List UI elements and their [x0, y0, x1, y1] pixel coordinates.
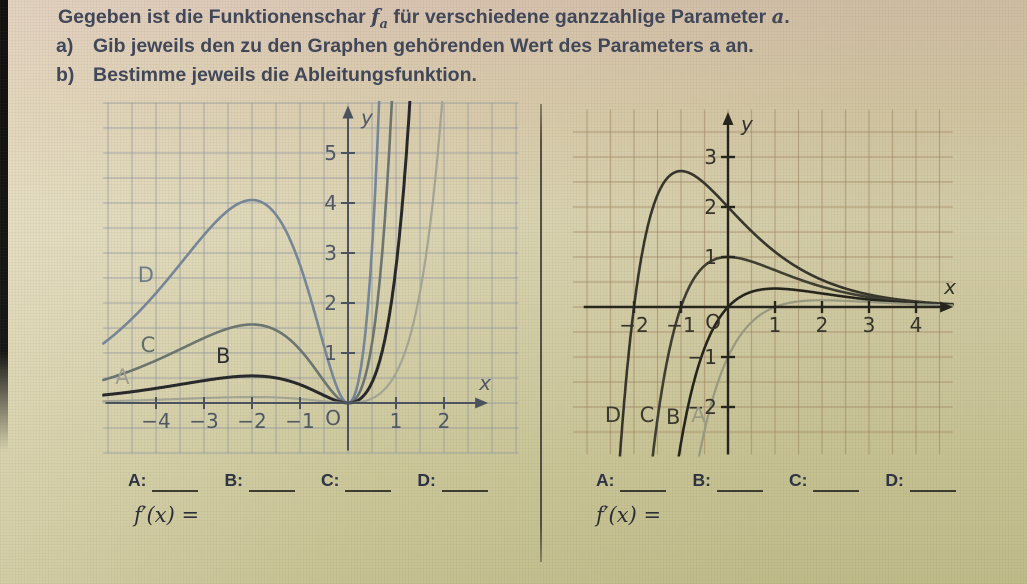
curve-B	[102, 101, 412, 405]
axis-letter-labels: xy	[360, 106, 491, 396]
answer-blank-d-right	[909, 470, 956, 492]
x-tick-label-−2: −2	[619, 313, 648, 337]
answer-blank-a-right	[620, 470, 667, 492]
task-item-b: b) Bestimme jeweils die Ableitungsfunktio…	[56, 64, 477, 87]
derivative-prompt-right: f′(x) =	[596, 503, 662, 527]
x-tick-label-−1: −1	[666, 313, 695, 337]
y-tick-label-2: 2	[324, 291, 337, 315]
x-tick-label-1: 1	[769, 313, 782, 337]
curve-label-A: A	[115, 365, 130, 389]
task-b-label: b)	[56, 64, 75, 86]
curves	[618, 169, 954, 457]
column-divider	[540, 104, 542, 562]
x-tick-label-4: 4	[910, 313, 923, 337]
answer-label-b-right: B:	[692, 470, 711, 490]
y-tick-label-−2: −2	[688, 395, 717, 419]
task-a-text: Gib jeweils den zu den Graphen gehörende…	[93, 35, 754, 57]
curve-label-A: A	[691, 403, 706, 427]
x-tick-label-−2: −2	[237, 409, 266, 433]
x-tick-label-−3: −3	[189, 409, 218, 433]
y-axis-label: y	[740, 112, 754, 136]
y-tick-label-1: 1	[324, 341, 337, 365]
curve-label-C: C	[141, 333, 156, 357]
x-tick-label-2: 2	[816, 313, 829, 337]
curve-A	[697, 299, 954, 457]
answer-row-left: A: B: C: D:	[128, 470, 514, 492]
exercise-intro: Gegeben ist die Funktionenschar fa für v…	[58, 5, 790, 32]
x-axis-label: x	[943, 275, 956, 299]
grid-lines	[572, 109, 953, 455]
answer-blank-c-right	[813, 470, 860, 492]
curve-label-B: B	[216, 344, 230, 368]
function-symbol: fa	[371, 5, 388, 32]
origin-label: O	[705, 310, 721, 334]
scan-edge-shadow	[0, 0, 8, 452]
answer-blank-b-left	[248, 470, 295, 492]
intro-end: .	[784, 6, 790, 28]
y-axis-label: y	[360, 106, 374, 130]
x-tick-label-−1: −1	[285, 409, 314, 433]
curve-label-B: B	[666, 405, 680, 429]
curve-D	[618, 169, 954, 457]
y-tick-label-4: 4	[324, 191, 337, 215]
x-tick-label-3: 3	[863, 313, 876, 337]
x-axis-label: x	[478, 371, 491, 395]
answer-label-c-right: C:	[788, 470, 808, 490]
y-tick-label-2: 2	[704, 195, 717, 219]
y-tick-label-−1: −1	[688, 345, 717, 369]
curve-labels: D C B A	[115, 263, 230, 389]
axes	[583, 112, 954, 455]
curve-A	[102, 101, 444, 405]
task-b-text: Bestimme jeweils die Ableitungsfunktion.	[93, 64, 477, 86]
answer-blank-d-left	[441, 470, 488, 492]
origin-label: O	[325, 406, 341, 430]
curve-C	[102, 101, 394, 405]
axes	[105, 105, 489, 451]
x-tick-label-−4: −4	[141, 409, 170, 433]
answer-blank-b-right	[716, 470, 763, 492]
y-tick-label-3: 3	[704, 145, 717, 169]
answer-label-a-left: A:	[128, 470, 147, 490]
axis-letter-labels: xy	[740, 112, 956, 299]
derivative-prompt-left: f′(x) =	[134, 503, 200, 527]
curve-D	[102, 101, 381, 405]
answer-blank-c-left	[345, 470, 392, 492]
y-tick-label-5: 5	[324, 141, 337, 165]
intro-prefix: Gegeben ist die Funktionenschar	[58, 6, 372, 28]
curve-label-D: D	[605, 403, 621, 427]
curve-label-C: C	[640, 403, 655, 427]
intro-middle: für verschiedene ganzzahlige Parameter	[387, 6, 772, 28]
parameter-symbol: a	[771, 5, 785, 28]
answer-label-a-right: A:	[596, 470, 615, 490]
answer-label-d-left: D:	[417, 470, 436, 490]
answer-row-right: A: B: C: D:	[596, 470, 982, 492]
x-tick-label-2: 2	[438, 409, 451, 433]
x-tick-label-1: 1	[390, 409, 403, 433]
answer-label-d-right: D:	[885, 470, 904, 490]
answer-label-b-left: B:	[224, 470, 243, 490]
tick-labels: −4 −3 −2 −1 1 2 1 2 3 4 5 O	[141, 141, 450, 433]
task-a-label: a)	[56, 35, 74, 57]
answer-label-c-left: C:	[320, 470, 340, 490]
task-item-a: a) Gib jeweils den zu den Graphen gehören…	[56, 35, 754, 58]
curve-label-D: D	[138, 263, 154, 287]
y-tick-label-1: 1	[704, 245, 717, 269]
answer-blank-a-left	[152, 470, 199, 492]
y-tick-label-3: 3	[324, 241, 337, 265]
tick-labels: −2 −1 1 2 3 4 3 2 1 −1 −2 O	[619, 145, 922, 419]
